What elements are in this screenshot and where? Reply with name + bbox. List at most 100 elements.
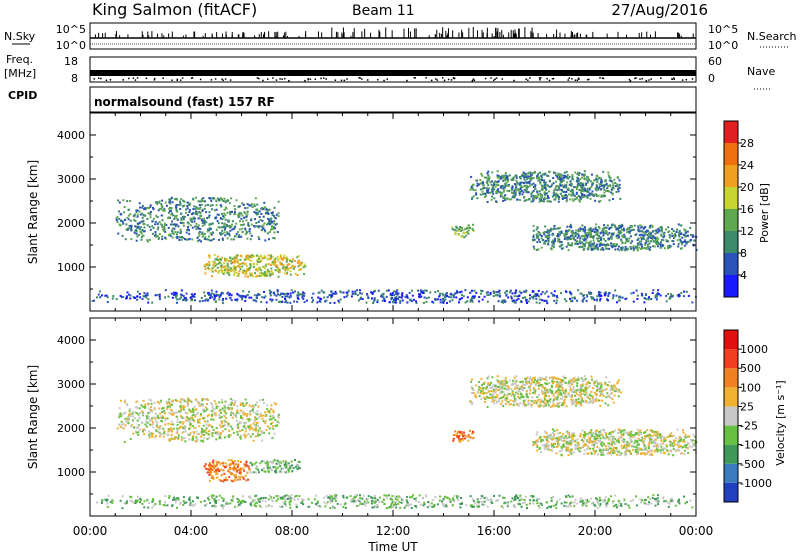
data-cell xyxy=(636,298,638,300)
data-cell xyxy=(415,300,417,302)
data-cell xyxy=(269,258,271,260)
data-cell xyxy=(261,469,263,471)
data-cell xyxy=(677,246,679,248)
data-cell xyxy=(374,297,376,299)
data-cell xyxy=(182,205,184,207)
data-cell xyxy=(571,174,573,176)
nave-dot xyxy=(567,79,569,81)
data-cell xyxy=(618,297,620,299)
data-cell xyxy=(263,216,265,218)
data-cell xyxy=(208,216,210,218)
data-cell xyxy=(504,185,506,187)
data-cell xyxy=(248,426,250,428)
data-cell xyxy=(150,406,152,408)
data-cell xyxy=(225,401,227,403)
data-cell xyxy=(242,220,244,222)
data-cell xyxy=(556,296,558,298)
data-cell xyxy=(619,198,621,200)
data-cell xyxy=(323,297,325,299)
data-cell xyxy=(175,208,177,210)
data-cell xyxy=(580,242,582,244)
freq-right-tick-bottom: 0 xyxy=(708,72,715,85)
data-cell xyxy=(639,234,641,236)
data-cell xyxy=(577,237,579,239)
data-cell xyxy=(676,229,678,231)
data-cell xyxy=(549,171,551,173)
nave-dot xyxy=(171,80,173,82)
data-cell xyxy=(242,403,244,405)
nave-dot xyxy=(122,79,124,81)
data-cell xyxy=(226,231,228,233)
data-cell xyxy=(157,228,159,230)
data-cell xyxy=(141,422,143,424)
data-cell xyxy=(208,424,210,426)
data-cell xyxy=(198,425,200,427)
data-cell xyxy=(252,411,254,413)
data-cell xyxy=(534,172,536,174)
data-cell xyxy=(236,298,238,300)
data-cell xyxy=(132,415,134,417)
data-cell xyxy=(198,217,200,219)
data-cell xyxy=(128,422,130,424)
data-cell xyxy=(195,213,197,215)
data-cell xyxy=(157,294,159,296)
data-cell xyxy=(422,292,424,294)
data-cell xyxy=(212,267,214,269)
data-cell xyxy=(617,176,619,178)
data-cell xyxy=(238,476,240,478)
data-cell xyxy=(216,258,218,260)
data-cell xyxy=(223,213,225,215)
data-cell xyxy=(182,423,184,425)
data-cell xyxy=(140,239,142,241)
data-cell xyxy=(316,301,318,303)
data-cell xyxy=(552,295,554,297)
data-cell xyxy=(215,469,217,471)
noise-left-tick-top: 10^5 xyxy=(56,23,86,36)
data-cell xyxy=(251,224,253,226)
data-cell xyxy=(211,469,213,471)
data-cell xyxy=(226,212,228,214)
data-cell xyxy=(599,236,601,238)
data-cell xyxy=(232,220,234,222)
data-cell xyxy=(231,294,233,296)
data-cell xyxy=(225,219,227,221)
data-cell xyxy=(683,295,685,297)
data-cell xyxy=(616,191,618,193)
data-cell xyxy=(660,295,662,297)
data-cell xyxy=(621,229,623,231)
data-cell xyxy=(538,239,540,241)
data-cell xyxy=(524,173,526,175)
data-cell xyxy=(599,200,601,202)
data-cell xyxy=(607,172,609,174)
data-cell xyxy=(456,230,458,232)
data-cell xyxy=(140,404,142,406)
data-cell xyxy=(334,293,336,295)
data-cell xyxy=(684,245,686,247)
data-cell xyxy=(180,217,182,219)
data-cell xyxy=(406,302,408,304)
data-cell xyxy=(546,291,548,293)
data-cell xyxy=(164,424,166,426)
data-cell xyxy=(188,233,190,235)
data-cell xyxy=(458,234,460,236)
data-cell xyxy=(124,400,126,402)
data-cell xyxy=(383,293,385,295)
data-cell xyxy=(227,272,229,274)
noise-left-label: N.Sky xyxy=(4,30,36,43)
data-cell xyxy=(272,466,274,468)
data-cell xyxy=(280,264,282,266)
data-cell xyxy=(480,173,482,175)
data-cell xyxy=(332,293,334,295)
nave-dot xyxy=(257,77,259,79)
data-cell xyxy=(453,438,455,440)
y-tick-label: 3000 xyxy=(57,173,85,186)
data-cell xyxy=(533,195,535,197)
data-cell xyxy=(240,404,242,406)
nave-dot xyxy=(320,78,322,80)
nave-dot xyxy=(267,78,269,80)
data-cell xyxy=(334,302,336,304)
data-cell xyxy=(250,419,252,421)
data-cell xyxy=(678,235,680,237)
data-cell xyxy=(346,292,348,294)
nave-dot xyxy=(485,78,487,80)
